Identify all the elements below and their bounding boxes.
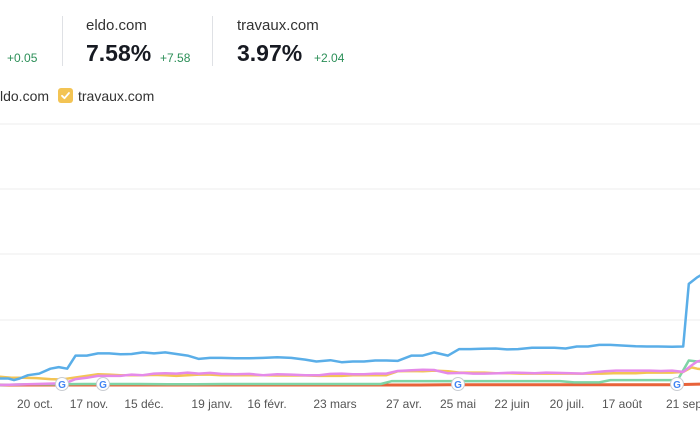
chart-grid [0,123,700,321]
x-tick-label: 23 mars [313,397,356,411]
google-icon[interactable]: G [96,377,110,392]
svg-text:G: G [454,380,462,391]
metric-delta: +7.58 [160,51,191,65]
legend-checkbox-travaux[interactable] [58,88,73,103]
x-tick-label: 19 janv. [191,397,232,411]
svg-text:G: G [99,380,107,391]
x-tick-label: 22 juin [494,397,529,411]
metrics-bar: +0.05 eldo.com 7.58% +7.58 travaux.com 3… [0,0,700,80]
series-line[interactable] [0,274,700,382]
metric-delta: +2.04 [314,51,345,65]
metric-card-eldo: eldo.com 7.58% +7.58 [86,0,206,72]
x-tick-label: 17 nov. [70,397,108,411]
x-tick-label: 21 sep [666,397,700,411]
series-line[interactable] [0,359,700,387]
legend: ldo.com travaux.com [0,86,700,106]
metric-domain-name: eldo.com [86,17,147,34]
legend-item-travaux-label[interactable]: travaux.com [78,88,155,104]
metric-delta: +0.05 [7,51,38,65]
svg-text:G: G [58,380,66,391]
metric-value: 7.58% [86,40,152,66]
series-line[interactable] [0,359,700,387]
google-icon[interactable]: G [670,377,684,392]
x-tick-label: 15 déc. [124,397,163,411]
x-tick-label: 20 juil. [550,397,585,411]
metric-separator [62,16,63,66]
check-icon [61,92,70,100]
metric-value: 3.97% [237,40,303,66]
google-icon[interactable]: G [451,377,465,392]
metric-card-travaux: travaux.com 3.97% +2.04 [237,0,367,72]
google-icon[interactable]: G [55,377,69,392]
x-tick-label: 27 avr. [386,397,422,411]
x-tick-label: 20 oct. [17,397,53,411]
metric-separator [212,16,213,66]
x-tick-label: 25 mai [440,397,476,411]
legend-item-eldo-label[interactable]: ldo.com [0,88,50,104]
metric-card-partial: +0.05 [0,0,60,72]
svg-text:G: G [673,380,681,391]
x-tick-label: 16 févr. [247,397,286,411]
x-axis-ticks: 20 oct. 17 nov. 15 déc. 19 janv. 16 févr. 23 … [17,397,700,411]
metric-domain-name: travaux.com [237,17,319,34]
chart-series [0,274,700,387]
x-tick-label: 17 août [602,397,643,411]
